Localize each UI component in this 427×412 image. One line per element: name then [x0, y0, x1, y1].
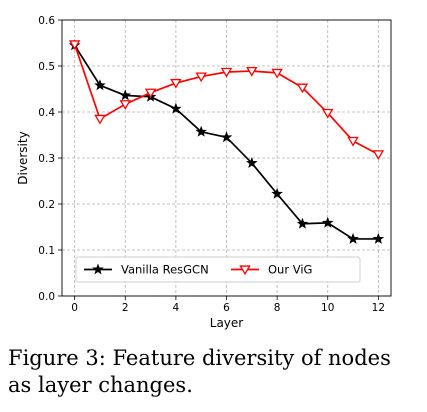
- x-tick-label: 2: [122, 302, 129, 314]
- y-tick-label: 0.5: [38, 61, 55, 73]
- star-marker: [220, 131, 233, 143]
- triangle-marker: [144, 88, 157, 99]
- x-tick-label: 12: [372, 302, 385, 314]
- series-layer: [68, 39, 385, 244]
- x-tick-label: 4: [173, 302, 180, 314]
- triangle-marker: [170, 78, 182, 89]
- y-tick-label: 0.2: [38, 199, 55, 211]
- star-marker: [170, 102, 182, 114]
- legend-box: [75, 256, 361, 283]
- triangle-marker: [321, 108, 334, 119]
- star-marker: [347, 232, 359, 244]
- x-tick-label: 6: [223, 302, 230, 314]
- triangle-marker: [372, 150, 385, 160]
- star-marker: [271, 187, 283, 199]
- triangle-marker: [246, 66, 258, 77]
- legend-label: Vanilla ResGCN: [121, 263, 209, 277]
- x-tick-label: 0: [71, 302, 78, 314]
- legend-marker: [92, 263, 104, 275]
- triangle-marker: [271, 68, 283, 79]
- y-tick-label: 0.0: [38, 291, 55, 303]
- legend: Vanilla ResGCN Our ViG: [75, 256, 361, 283]
- legend-item: Vanilla ResGCN: [84, 263, 209, 277]
- y-tick-label: 0.4: [38, 107, 55, 119]
- star-marker: [296, 217, 309, 229]
- triangle-marker: [347, 136, 359, 147]
- triangle-marker: [68, 40, 81, 51]
- legend-marker: [239, 265, 251, 276]
- grid: [62, 19, 391, 297]
- series-vanilla-resgcn: [68, 39, 385, 244]
- triangle-marker: [220, 67, 233, 78]
- star-marker: [246, 157, 258, 168]
- legend-label: Our ViG: [268, 263, 312, 277]
- x-tick-label: 8: [274, 302, 281, 314]
- figure-caption: Figure 3: Feature diversity of nodes as …: [8, 346, 391, 397]
- triangle-marker: [195, 72, 207, 83]
- x-axis-title: Layer: [210, 316, 244, 330]
- y-tick-label: 0.3: [38, 153, 55, 165]
- legend-item: Our ViG: [231, 263, 312, 277]
- star-marker: [94, 79, 106, 91]
- y-tick-label: 0.6: [38, 15, 55, 27]
- x-tick-label: 10: [321, 302, 334, 314]
- star-marker: [321, 216, 334, 228]
- y-tick-label: 0.1: [38, 245, 55, 257]
- chart: 0 2 4 6 8 10 12 0.0 0.1 0.2 0.3 0.4 0.5 0.6 Layer Div…: [16, 15, 392, 330]
- triangle-marker: [94, 114, 106, 125]
- star-marker: [119, 89, 132, 101]
- ticks: 0 2 4 6 8 10 12 0.0 0.1 0.2 0.3 0.4 0.5 0.6: [38, 15, 385, 314]
- star-marker: [372, 232, 385, 244]
- star-marker: [195, 125, 207, 137]
- y-axis-title: Diversity: [16, 131, 30, 184]
- series-our-vig: [68, 40, 385, 160]
- triangle-marker: [296, 83, 309, 94]
- triangle-marker: [119, 100, 132, 110]
